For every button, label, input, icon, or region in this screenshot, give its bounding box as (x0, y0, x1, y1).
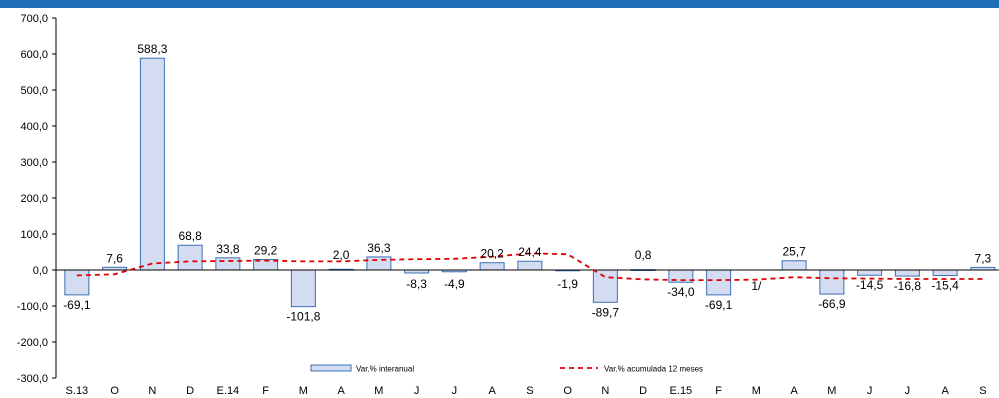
data-label: 29,2 (254, 243, 278, 257)
x-tick-label: J (905, 385, 911, 397)
y-tick-label: 100,0 (20, 229, 48, 241)
data-label: -69,1 (705, 298, 733, 312)
data-label: -89,7 (592, 305, 620, 319)
y-axis: 700,0 600,0 500,0 400,0 300,0 200,0 100,0 0,0 -1… (17, 13, 57, 385)
data-label: -69,1 (63, 298, 91, 312)
data-labels: -69,1 7,6 588,3 68,8 33,8 29,2 -101,8 2,0 36,3 -8… (63, 42, 991, 323)
bar (706, 269, 732, 296)
bar (64, 269, 90, 296)
x-tick-label: O (110, 385, 119, 397)
x-tick-labels: S.13 O N D E.14 F M A M J J A S O N D E.15 F M A M J J A S (66, 385, 987, 397)
x-tick-label: S.13 (66, 385, 89, 397)
y-tick-label: -300,0 (17, 373, 48, 385)
x-tick-label: A (941, 385, 949, 397)
x-tick-label: M (299, 385, 308, 397)
bar (857, 269, 883, 276)
x-tick-label: J (867, 385, 873, 397)
y-tick-label: 700,0 (20, 13, 48, 25)
x-tick-label: A (337, 385, 345, 397)
data-label: -14,5 (856, 278, 884, 292)
x-tick-label: F (262, 385, 269, 397)
bar (177, 244, 203, 271)
bar (290, 269, 316, 308)
x-tick-label: A (488, 385, 496, 397)
data-label: -34,0 (667, 285, 695, 299)
y-tick-label: 200,0 (20, 193, 48, 205)
data-label: 24,4 (518, 245, 542, 259)
legend-bar-swatch (310, 364, 352, 372)
bar (366, 256, 392, 271)
data-label: 33,8 (216, 242, 240, 256)
x-tick-label: O (563, 385, 572, 397)
x-tick-label: M (827, 385, 836, 397)
data-label: -15,4 (931, 279, 959, 293)
bar (139, 57, 165, 271)
data-label: 588,3 (137, 42, 167, 56)
bar (894, 269, 920, 277)
top-color-band (0, 0, 999, 8)
legend: Var.% interanual Var.% acumulada 12 mese… (310, 364, 703, 374)
x-tick-label: D (186, 385, 194, 397)
x-tick-label: J (452, 385, 458, 397)
y-tick-label: 400,0 (20, 121, 48, 133)
cumulative-line (76, 252, 983, 282)
data-label: -16,8 (894, 279, 922, 293)
x-tick-label: N (148, 385, 156, 397)
bar (592, 269, 618, 303)
data-label: 20,2 (480, 247, 504, 261)
x-tick-label: E.14 (217, 385, 240, 397)
bar (215, 257, 241, 271)
y-tick-label: 0,0 (33, 265, 48, 277)
legend-bar-label: Var.% interanual (356, 365, 414, 374)
bar (517, 260, 543, 271)
x-tick-label: M (752, 385, 761, 397)
y-tick-label: 500,0 (20, 85, 48, 97)
bar (932, 269, 958, 277)
x-tick-label: N (601, 385, 609, 397)
y-tick-label: 600,0 (20, 49, 48, 61)
data-label: 2,0 (333, 248, 350, 262)
data-label: 7,3 (975, 251, 992, 265)
bar (781, 260, 807, 271)
data-label: -1,9 (557, 277, 578, 291)
legend-line-label: Var.% acumulada 12 meses (604, 365, 703, 374)
data-label: 25,7 (782, 245, 806, 259)
data-label: 7,6 (106, 251, 123, 265)
x-tick-label: M (374, 385, 383, 397)
x-tick-label: D (639, 385, 647, 397)
data-label: -66,9 (818, 297, 846, 311)
x-tick-label: J (414, 385, 420, 397)
x-tick-label: S (979, 385, 986, 397)
x-tick-label: E.15 (670, 385, 693, 397)
bar (479, 262, 505, 271)
data-label: -8,3 (406, 277, 427, 291)
data-label: 68,8 (178, 229, 202, 243)
data-label: 1/ (751, 279, 762, 293)
data-label: -4,9 (444, 277, 465, 291)
data-label: 0,8 (635, 248, 652, 262)
x-tick-label: A (790, 385, 798, 397)
cumulative-series-line (76, 252, 983, 282)
bar (819, 269, 845, 295)
y-tick-label: 300,0 (20, 157, 48, 169)
data-label: -101,8 (286, 310, 320, 324)
x-tick-label: S (526, 385, 533, 397)
x-tick-label: F (715, 385, 722, 397)
bars (64, 57, 996, 308)
y-tick-label: -200,0 (17, 337, 48, 349)
y-tick-label: -100,0 (17, 301, 48, 313)
data-label: 36,3 (367, 241, 391, 255)
